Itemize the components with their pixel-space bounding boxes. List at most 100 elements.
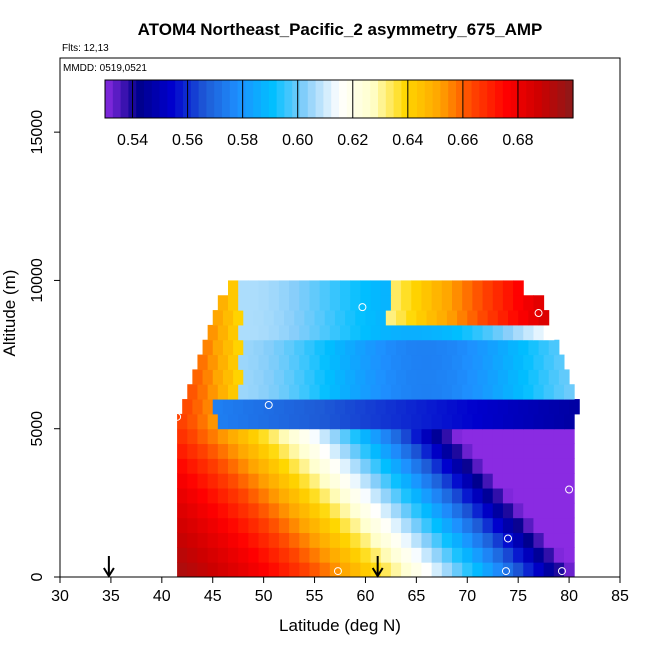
heat-cell — [390, 532, 402, 548]
heat-cell — [462, 413, 473, 430]
heat-cell — [217, 413, 229, 430]
heat-cell — [411, 324, 422, 341]
heat-cell — [518, 399, 529, 415]
heat-cell — [411, 458, 422, 474]
heat-cell — [319, 295, 331, 311]
chart-title: ATOM4 Northeast_Pacific_2 asymmetry_675_… — [138, 20, 543, 39]
heat-cell — [258, 458, 270, 474]
heat-cell — [248, 428, 260, 445]
heat-cell — [370, 384, 382, 400]
heat-cell — [314, 369, 326, 385]
heat-cell — [396, 339, 407, 356]
heat-cell — [319, 413, 331, 430]
heat-cell — [192, 369, 204, 385]
heat-cell — [248, 547, 260, 563]
heat-cell — [385, 310, 397, 326]
heat-cell — [472, 488, 484, 504]
heat-cell — [380, 280, 392, 296]
heat-cell — [238, 428, 249, 445]
heat-cell — [553, 488, 565, 504]
heat-cell — [212, 339, 224, 356]
colorbar-swatch — [378, 80, 387, 118]
colorbar-swatch — [424, 80, 434, 118]
colorbar-swatch — [479, 80, 488, 118]
heat-cell — [329, 324, 341, 341]
heat-cell — [528, 399, 540, 415]
heat-cell — [365, 369, 377, 385]
heat-cell — [289, 488, 300, 504]
heat-cell — [533, 488, 545, 504]
heat-cell — [528, 339, 540, 356]
heat-cell — [523, 562, 534, 578]
heat-cell — [345, 399, 356, 415]
heat-cell — [177, 562, 188, 578]
heat-cell — [299, 295, 310, 311]
heat-cell — [401, 547, 412, 563]
heat-cell — [238, 502, 249, 519]
heat-cell — [370, 502, 382, 519]
heat-cell — [421, 488, 433, 504]
colorbar-swatch — [440, 80, 449, 118]
heat-cell — [436, 399, 448, 415]
colorbar-swatch — [471, 80, 480, 118]
heat-cell — [370, 532, 382, 548]
heat-cell — [462, 517, 473, 534]
colorbar-swatch — [331, 80, 340, 118]
heat-cell — [523, 547, 534, 563]
heat-cell — [401, 428, 412, 445]
heat-cell — [421, 458, 433, 474]
heat-cell — [401, 532, 412, 548]
heat-cell — [278, 502, 290, 519]
heat-cell — [385, 339, 397, 356]
colorbar-swatch — [385, 80, 395, 118]
heat-cell — [513, 384, 524, 400]
heat-cell — [401, 280, 412, 296]
heat-cell — [482, 562, 494, 578]
heat-cell — [375, 399, 387, 415]
heat-cell — [457, 310, 468, 326]
heat-cell — [238, 280, 249, 296]
heat-cell — [553, 458, 565, 474]
heat-cell — [421, 473, 433, 489]
heat-cell — [289, 280, 300, 296]
heat-cell — [513, 280, 524, 296]
heat-cell — [309, 428, 321, 445]
heat-cell — [309, 295, 321, 311]
heat-cell — [253, 369, 265, 385]
heat-cell — [462, 295, 473, 311]
heat-cell — [319, 280, 331, 296]
heat-cell — [278, 384, 290, 400]
heat-cell — [553, 384, 565, 400]
heat-cell — [502, 532, 514, 548]
heat-cell — [187, 517, 198, 534]
heat-cell — [248, 458, 260, 474]
heat-cell — [207, 473, 219, 489]
heat-cell — [187, 443, 198, 459]
heat-cell — [278, 443, 290, 459]
heat-cell — [248, 280, 260, 296]
heat-cell — [350, 295, 361, 311]
heat-cell — [187, 488, 198, 504]
heat-cell — [350, 280, 361, 296]
heat-cell — [258, 428, 270, 445]
observation-point — [173, 412, 182, 421]
colorbar-swatch — [393, 80, 402, 118]
heat-cell — [202, 369, 214, 385]
heat-cell — [380, 413, 392, 430]
heat-cell — [523, 354, 534, 370]
heat-cell — [543, 324, 555, 341]
colorbar-swatch — [276, 80, 285, 118]
colorbar-frame — [104, 79, 574, 119]
heat-cell — [380, 502, 392, 519]
heat-cell — [462, 547, 473, 563]
heat-cell — [294, 339, 305, 356]
heat-cell — [533, 502, 545, 519]
heat-cell — [370, 473, 382, 489]
heat-cell — [533, 458, 545, 474]
heat-cell — [248, 562, 260, 578]
heat-cell — [416, 369, 428, 385]
heat-cell — [502, 443, 514, 459]
heat-cell — [340, 428, 351, 445]
heat-cell — [401, 324, 412, 341]
